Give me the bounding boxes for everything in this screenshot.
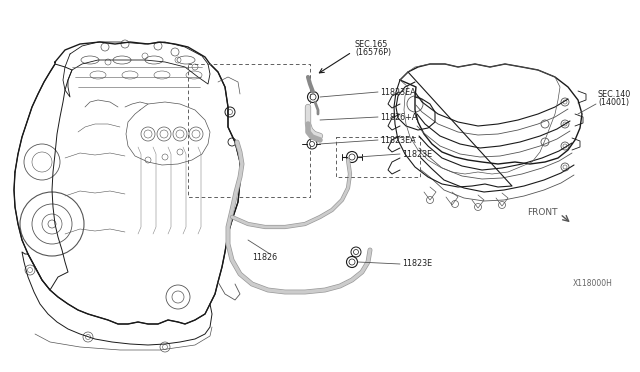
- Text: (16576P): (16576P): [355, 48, 391, 57]
- Text: 11823EA: 11823EA: [380, 87, 415, 96]
- Text: SEC.140: SEC.140: [598, 90, 631, 99]
- Text: X118000H: X118000H: [573, 279, 613, 289]
- Text: 11823E: 11823E: [402, 260, 432, 269]
- Text: 11823EA: 11823EA: [380, 135, 415, 144]
- Text: SEC.165: SEC.165: [355, 39, 388, 48]
- Text: (14001): (14001): [598, 97, 629, 106]
- Text: 11826+A: 11826+A: [380, 112, 417, 122]
- Text: 11826: 11826: [252, 253, 277, 262]
- Text: 11823E: 11823E: [402, 150, 432, 158]
- Text: FRONT: FRONT: [527, 208, 557, 217]
